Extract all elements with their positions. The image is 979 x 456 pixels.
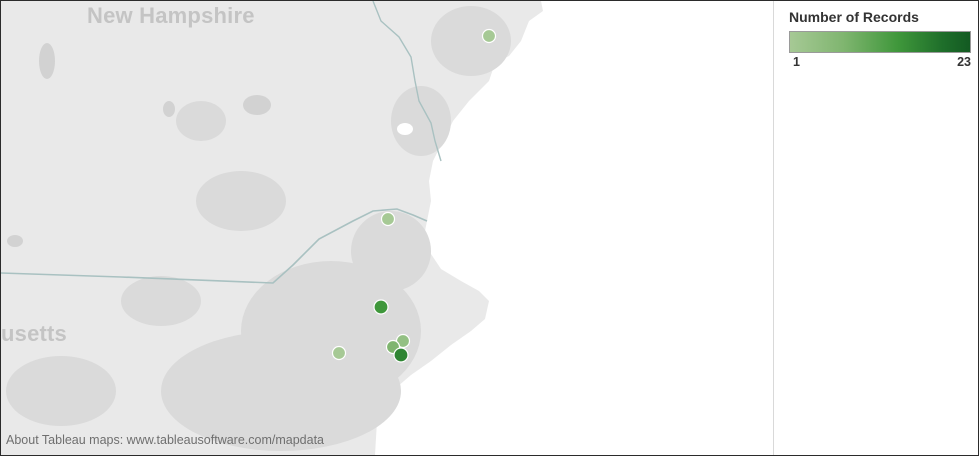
map-svg <box>1 1 543 455</box>
state-border-nh-me <box>372 1 442 162</box>
legend-max-label: 23 <box>957 55 971 69</box>
legend-ticks: 1 23 <box>789 55 973 71</box>
marker-1[interactable] <box>481 28 497 44</box>
panel-divider <box>773 1 774 455</box>
legend-color-ramp <box>789 31 971 53</box>
marker-7[interactable] <box>393 347 409 363</box>
legend-title: Number of Records <box>789 9 919 25</box>
state-border-nh-ma <box>1 208 428 284</box>
marker-2[interactable] <box>380 211 396 227</box>
lakes <box>397 108 526 172</box>
legend-min-label: 1 <box>793 55 800 69</box>
marker-3[interactable] <box>373 299 389 315</box>
region-label-massachusetts: usetts <box>1 321 67 346</box>
map-attribution-link[interactable]: About Tableau maps: www.tableausoftware.… <box>6 433 325 447</box>
lakes-inland <box>7 43 271 247</box>
color-legend: Number of Records 1 23 <box>789 9 973 71</box>
urban-density <box>6 6 511 451</box>
map-canvas[interactable]: New Hampshire usetts About Tableau maps:… <box>1 1 773 455</box>
marker-4[interactable] <box>331 345 347 361</box>
region-label-new-hampshire: New Hampshire <box>87 3 255 28</box>
markers <box>331 28 497 363</box>
